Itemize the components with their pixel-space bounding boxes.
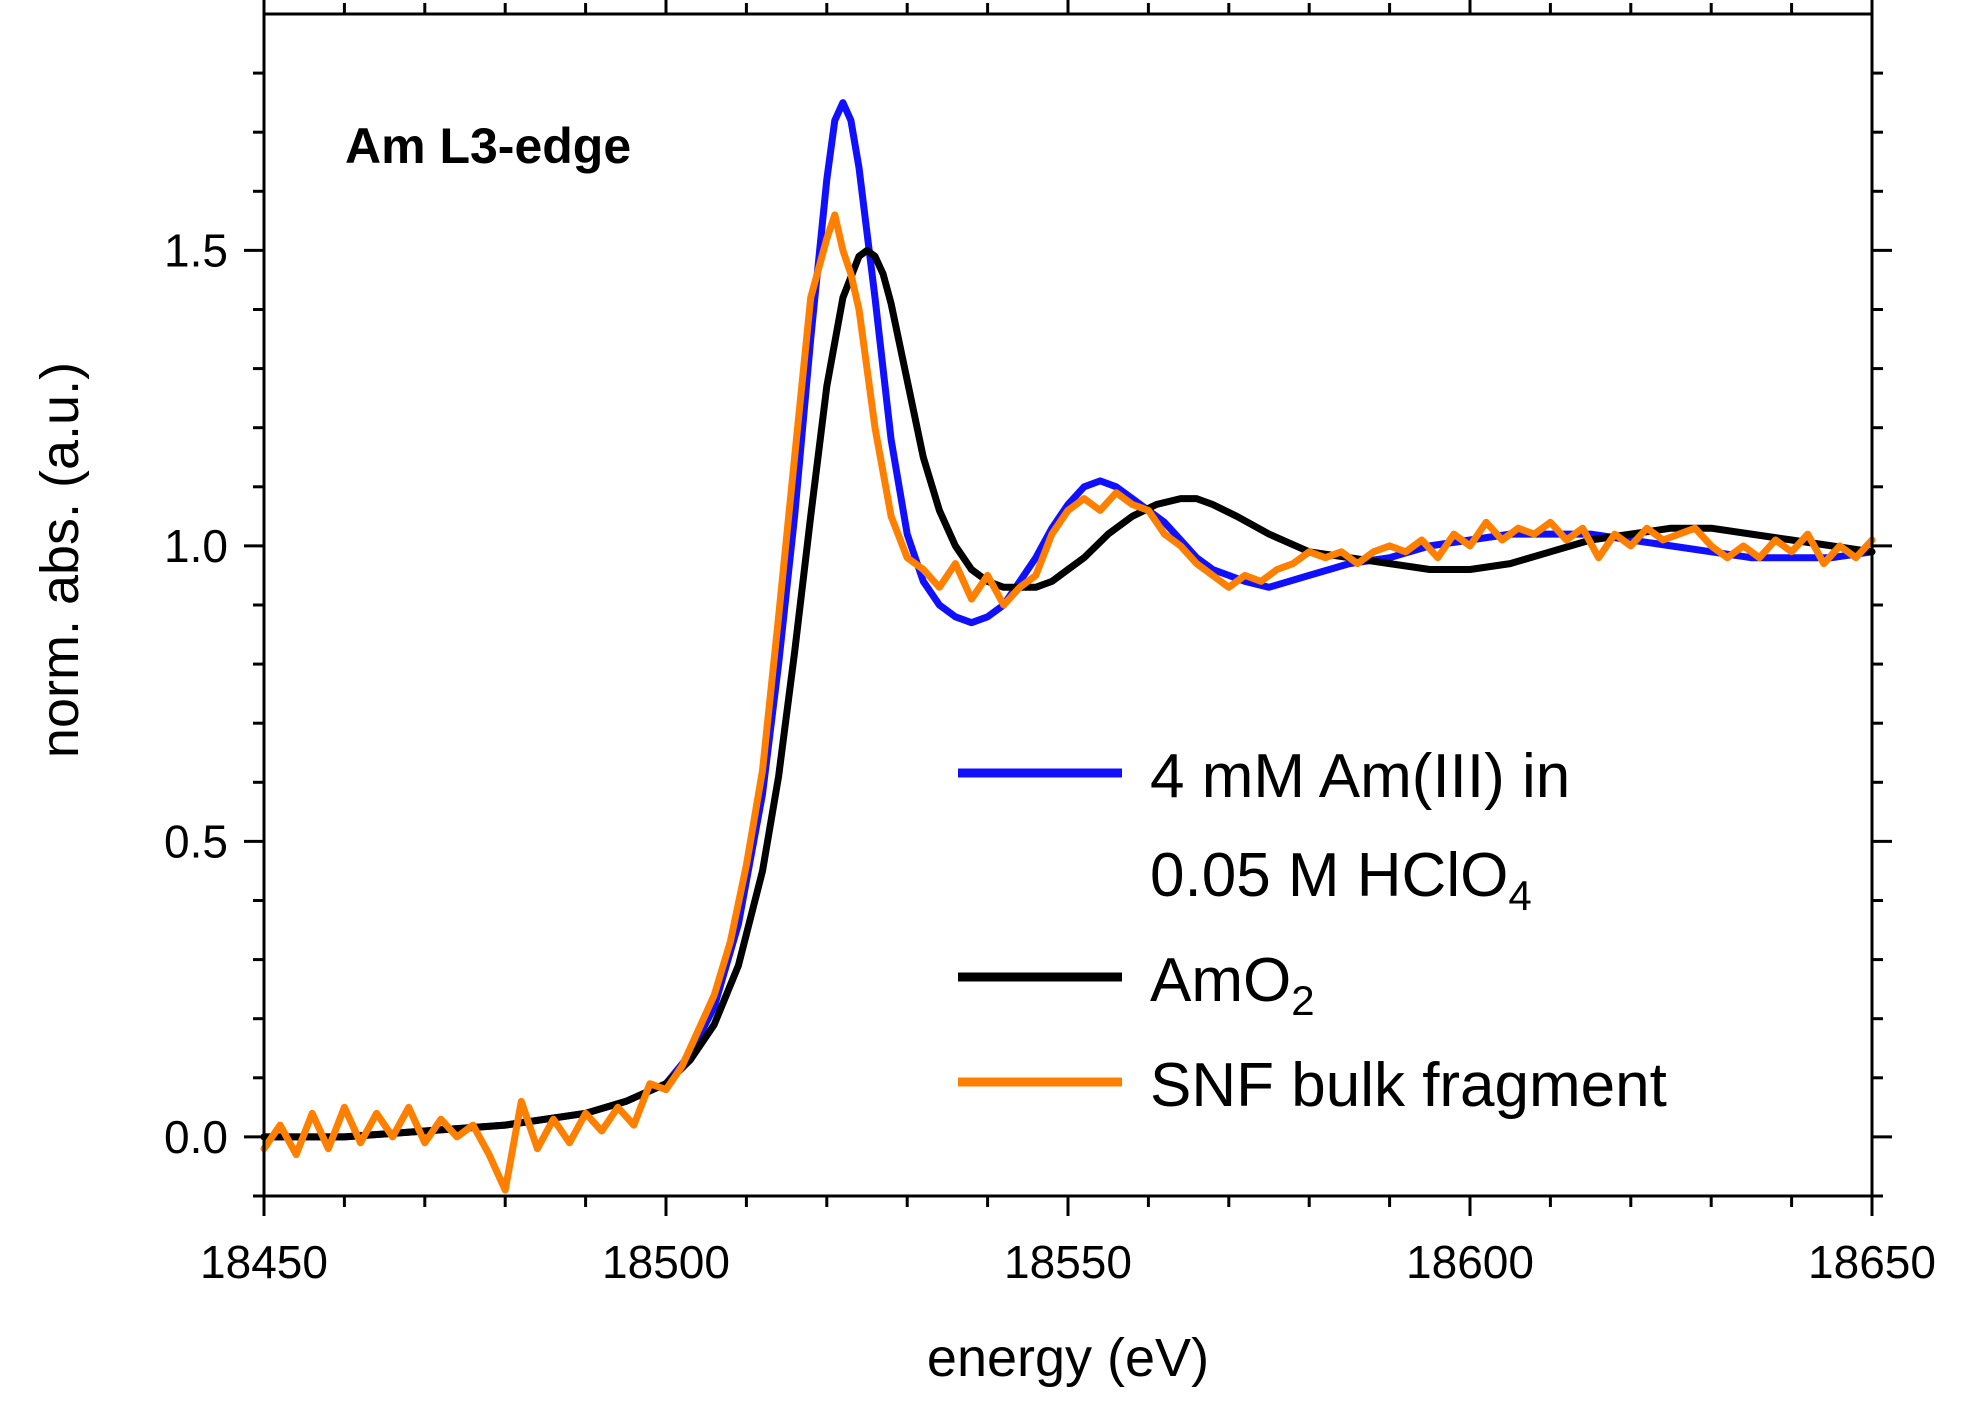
legend-label-amo2: AmO2: [1150, 946, 1315, 1024]
series-line-1: [260, 246, 1876, 1141]
x-axis-title: energy (eV): [927, 1328, 1209, 1388]
y-tick-label: 1.5: [164, 224, 228, 276]
chart-annotation: Am L3-edge: [345, 118, 631, 174]
legend: 4 mM Am(III) in 0.05 M HClO4 AmO2 SNF bu…: [958, 742, 1667, 1120]
y-tick-label: 0.0: [164, 1111, 228, 1163]
series-line-2: [260, 211, 1876, 1194]
legend-label-amiii-line2-main: 0.05 M HClO: [1150, 841, 1508, 910]
legend-label-amiii-line2: 0.05 M HClO4: [1150, 841, 1532, 919]
legend-label-amo2-sub: 2: [1291, 977, 1314, 1024]
x-tick-label: 18600: [1406, 1236, 1534, 1288]
x-tick-label: 18500: [602, 1236, 730, 1288]
legend-label-amo2-main: AmO: [1150, 946, 1291, 1015]
x-tick-label: 18650: [1808, 1236, 1936, 1288]
y-tick-label: 0.5: [164, 815, 228, 867]
legend-label-amiii-line2-sub: 4: [1508, 872, 1531, 919]
ticks-layer: [244, 0, 1892, 1216]
y-axis-title: norm. abs. (a.u.): [30, 362, 90, 758]
y-tick-label: 1.0: [164, 520, 228, 572]
x-tick-label: 18450: [200, 1236, 328, 1288]
legend-label-snf: SNF bulk fragment: [1150, 1051, 1667, 1120]
x-tick-label: 18550: [1004, 1236, 1132, 1288]
series-layer: [260, 99, 1876, 1194]
legend-label-amiii-line1: 4 mM Am(III) in: [1150, 742, 1570, 811]
tick-labels-layer: 18450 18500 18550 18600 18650 0.0 0.5 1.0 1.5: [164, 224, 1936, 1288]
